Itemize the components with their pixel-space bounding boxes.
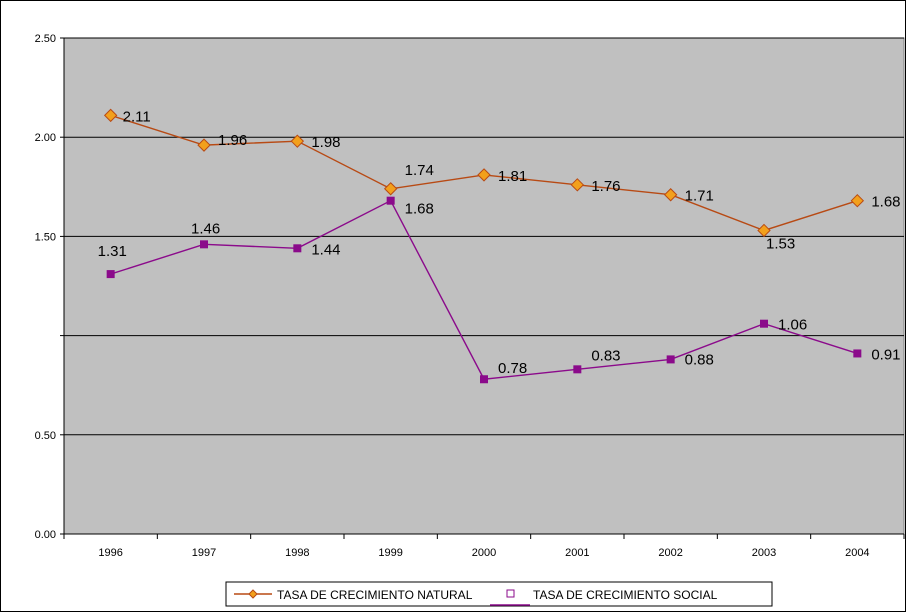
data-label: 1.71 <box>685 188 714 205</box>
x-tick-label: 2002 <box>658 547 682 559</box>
data-label: 0.88 <box>685 351 714 368</box>
data-label: 0.83 <box>591 347 620 364</box>
data-point-marker <box>103 108 118 123</box>
data-point-marker <box>106 270 115 279</box>
data-point-marker <box>853 349 862 358</box>
data-point-marker <box>290 134 305 148</box>
x-tick-label: 2003 <box>752 547 776 559</box>
x-tick-label: 2001 <box>565 547 589 559</box>
data-label: 1.76 <box>591 178 620 195</box>
y-axis: 0.00 0.50 1.50 2.00 2.50 <box>35 33 65 541</box>
data-point-marker <box>760 319 768 328</box>
data-label: 1.68 <box>405 201 434 218</box>
data-point-marker <box>666 355 675 364</box>
x-tick-label: 2000 <box>472 547 496 559</box>
y-tick-label: 2.50 <box>35 33 56 45</box>
data-label: 0.91 <box>871 346 900 363</box>
y-tick-label: 0.50 <box>35 430 56 442</box>
data-label: 1.81 <box>498 168 527 185</box>
data-label: 1.96 <box>218 132 247 149</box>
x-tick-label: 1998 <box>285 547 309 559</box>
legend-social-label: TASA DE CRECIMIENTO SOCIAL <box>533 588 718 602</box>
data-point-marker <box>293 244 302 253</box>
series-group <box>103 108 865 384</box>
data-point-marker <box>663 188 678 202</box>
data-label: 1.98 <box>311 134 340 151</box>
y-tick-label: 2.00 <box>35 132 56 144</box>
x-tick-label: 2004 <box>845 547 869 559</box>
data-point-marker <box>757 223 771 238</box>
data-label: 1.46 <box>191 220 220 237</box>
data-point-marker <box>850 193 865 208</box>
data-point-marker <box>480 375 488 384</box>
data-label: 0.78 <box>498 360 527 377</box>
y-tick-label: 1.50 <box>35 231 56 243</box>
data-label: 1.31 <box>98 243 127 260</box>
x-axis: 1996 1997 1998 1999 2000 2001 2002 2003 2004 <box>63 533 905 559</box>
legend-box <box>225 581 773 607</box>
gridlines <box>64 37 904 436</box>
x-tick-label: 1999 <box>378 547 402 559</box>
data-label: 1.68 <box>871 194 900 211</box>
data-label: 1.06 <box>778 317 807 334</box>
data-label: 2.11 <box>123 108 151 125</box>
data-point-marker <box>200 240 208 249</box>
data-point-marker <box>570 178 585 192</box>
data-point-marker <box>386 196 395 205</box>
data-point-marker <box>383 182 398 196</box>
data-point-marker <box>197 138 211 152</box>
data-label: 1.53 <box>766 235 795 252</box>
data-label: 1.74 <box>405 162 434 179</box>
legend-social-marker <box>506 589 515 598</box>
data-labels: 2.11 1.96 1.98 1.74 1.81 1.76 1.71 1.53 1.68 1.31… <box>98 108 901 377</box>
y-tick-label: 0.00 <box>35 529 56 541</box>
legend-natural-marker <box>248 589 258 599</box>
legend: TASA DE CRECIMIENTO NATURAL TASA DE CREC… <box>225 581 773 607</box>
legend-natural-label: TASA DE CRECIMIENTO NATURAL <box>277 588 473 602</box>
data-label: 1.44 <box>311 241 340 258</box>
plot-area <box>63 37 905 535</box>
data-point-marker <box>477 168 491 182</box>
x-tick-label: 1997 <box>192 547 216 559</box>
x-tick-label: 1996 <box>98 547 122 559</box>
data-point-marker <box>573 365 582 374</box>
